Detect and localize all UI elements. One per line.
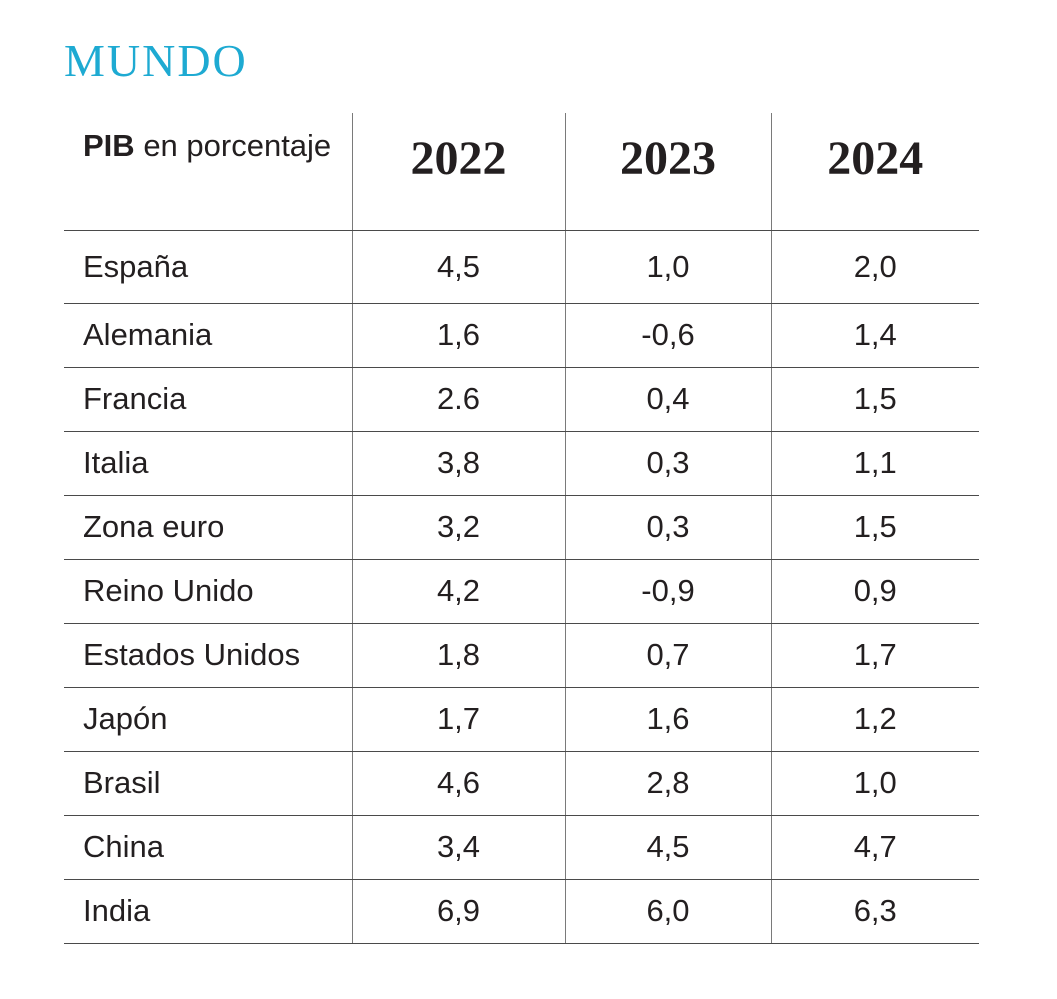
country-cell: Estados Unidos	[64, 623, 352, 688]
value-cell-2024: 1,5	[770, 495, 979, 560]
value-cell-2024: 2,0	[770, 230, 979, 304]
value-cell-2022: 1,8	[351, 623, 565, 688]
value-cell-2023: -0,9	[564, 559, 771, 624]
country-cell: Brasil	[64, 751, 352, 816]
table-row: Estados Unidos 1,8 0,7 1,7	[64, 623, 979, 688]
value-cell-2023: 0,3	[564, 495, 771, 560]
table-header: PIB en porcentaje 2022 2023 2024	[64, 113, 979, 231]
table-row: Alemania 1,6 -0,6 1,4	[64, 303, 979, 368]
header-label-rest: en porcentaje	[143, 128, 332, 163]
value-cell-2022: 4,6	[351, 751, 565, 816]
value-cell-2023: 2,8	[564, 751, 771, 816]
table-row: Reino Unido 4,2 -0,9 0,9	[64, 559, 979, 624]
value-cell-2023: 1,6	[564, 687, 771, 752]
table-row: España 4,5 1,0 2,0	[64, 230, 979, 304]
value-cell-2023: 0,7	[564, 623, 771, 688]
value-cell-2024: 1,0	[770, 751, 979, 816]
page-title: MUNDO	[64, 35, 248, 86]
column-header-2024: 2024	[770, 113, 979, 231]
table-row: China 3,4 4,5 4,7	[64, 815, 979, 880]
table-row: India 6,9 6,0 6,3	[64, 879, 979, 944]
table-row: Brasil 4,6 2,8 1,0	[64, 751, 979, 816]
table-body: España 4,5 1,0 2,0 Alemania 1,6 -0,6 1,4 Francia…	[64, 230, 979, 944]
country-cell: Zona euro	[64, 495, 352, 560]
value-cell-2024: 0,9	[770, 559, 979, 624]
country-cell: India	[64, 879, 352, 944]
country-cell: Italia	[64, 431, 352, 496]
value-cell-2023: 4,5	[564, 815, 771, 880]
country-cell: Alemania	[64, 303, 352, 368]
value-cell-2022: 1,6	[351, 303, 565, 368]
value-cell-2023: 0,4	[564, 367, 771, 432]
column-header-2022: 2022	[351, 113, 565, 231]
value-cell-2024: 1,2	[770, 687, 979, 752]
value-cell-2024: 1,7	[770, 623, 979, 688]
value-cell-2022: 4,2	[351, 559, 565, 624]
country-cell: Francia	[64, 367, 352, 432]
value-cell-2022: 3,8	[351, 431, 565, 496]
table-row: Zona euro 3,2 0,3 1,5	[64, 495, 979, 560]
value-cell-2024: 1,1	[770, 431, 979, 496]
column-header-2023: 2023	[564, 113, 771, 231]
value-cell-2023: -0,6	[564, 303, 771, 368]
value-cell-2022: 4,5	[351, 230, 565, 304]
gdp-table: PIB en porcentaje 2022 2023 2024 España 4…	[64, 113, 979, 944]
value-cell-2023: 0,3	[564, 431, 771, 496]
table-row: Japón 1,7 1,6 1,2	[64, 687, 979, 752]
value-cell-2022: 2.6	[351, 367, 565, 432]
value-cell-2024: 1,4	[770, 303, 979, 368]
country-cell: España	[64, 230, 352, 304]
value-cell-2024: 4,7	[770, 815, 979, 880]
value-cell-2023: 1,0	[564, 230, 771, 304]
country-cell: China	[64, 815, 352, 880]
table-row: Francia 2.6 0,4 1,5	[64, 367, 979, 432]
value-cell-2022: 1,7	[351, 687, 565, 752]
header-label: PIB en porcentaje	[64, 113, 352, 231]
table-row: Italia 3,8 0,3 1,1	[64, 431, 979, 496]
value-cell-2024: 1,5	[770, 367, 979, 432]
value-cell-2023: 6,0	[564, 879, 771, 944]
header-label-bold: PIB	[83, 128, 135, 163]
value-cell-2022: 3,2	[351, 495, 565, 560]
value-cell-2022: 3,4	[351, 815, 565, 880]
header-row: PIB en porcentaje 2022 2023 2024	[64, 113, 979, 231]
value-cell-2024: 6,3	[770, 879, 979, 944]
value-cell-2022: 6,9	[351, 879, 565, 944]
country-cell: Japón	[64, 687, 352, 752]
country-cell: Reino Unido	[64, 559, 352, 624]
